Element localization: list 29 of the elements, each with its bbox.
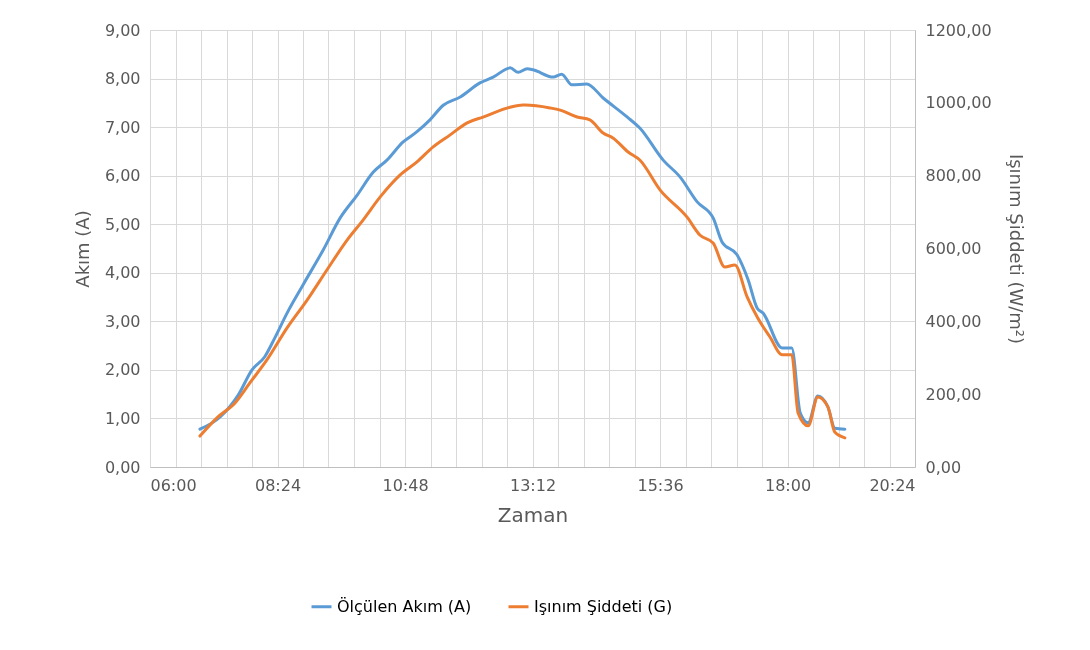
- y-axis-title: Akım (A): [71, 210, 93, 288]
- y-tick-label: 9,00: [104, 20, 141, 40]
- y2-axis-title: Işınım Şiddeti (W/m²): [1005, 153, 1027, 345]
- y-tick-label: 3,00: [104, 311, 141, 331]
- y2-tick-label: 0,00: [925, 457, 962, 477]
- y2-tick-label: 200,00: [925, 384, 982, 404]
- x-tick-label: 18:00: [764, 475, 812, 495]
- y-tick-label: 2,00: [104, 360, 141, 380]
- y-tick-label: 7,00: [104, 117, 141, 137]
- legend-label: Ölçülen Akım (A): [337, 596, 472, 616]
- x-tick-label: 10:48: [382, 475, 429, 495]
- x-tick-label: 13:12: [509, 475, 557, 495]
- x-tick-label: 20:24: [869, 475, 916, 495]
- y-tick-label: 6,00: [104, 166, 141, 186]
- legend-label: Işınım Şiddeti (G): [534, 596, 673, 616]
- y2-tick-label: 1200,00: [925, 20, 992, 40]
- x-axis-title: Zaman: [497, 502, 569, 527]
- y-tick-label: 1,00: [104, 408, 141, 428]
- y2-tick-label: 1000,00: [925, 93, 992, 113]
- y2-tick-label: 800,00: [925, 166, 982, 186]
- y-tick-label: 4,00: [104, 263, 141, 283]
- y-tick-label: 5,00: [104, 214, 141, 234]
- y-tick-label: 8,00: [104, 69, 141, 89]
- y2-tick-label: 400,00: [925, 311, 982, 331]
- x-tick-label: 06:00: [150, 475, 197, 495]
- y2-tick-label: 600,00: [925, 239, 982, 258]
- y-tick-label: 0,00: [104, 457, 141, 477]
- x-tick-label: 15:36: [637, 475, 684, 495]
- x-tick-label: 08:24: [254, 475, 302, 495]
